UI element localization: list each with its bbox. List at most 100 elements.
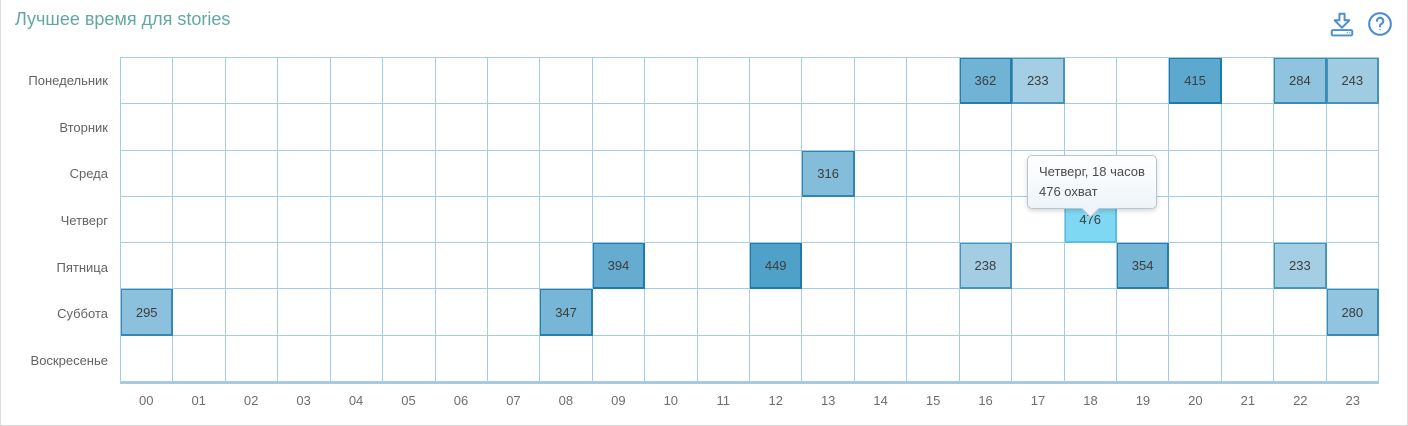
heatmap-cell[interactable] xyxy=(750,58,803,105)
heatmap-cell[interactable] xyxy=(1064,243,1117,290)
heatmap-cell[interactable] xyxy=(225,196,279,244)
heatmap-cell[interactable] xyxy=(435,58,488,105)
heatmap-cell[interactable] xyxy=(1326,196,1379,244)
heatmap-cell[interactable] xyxy=(225,289,279,336)
heatmap-cell[interactable] xyxy=(1064,104,1117,151)
heatmap-cell[interactable] xyxy=(959,196,1013,244)
heatmap-cell[interactable] xyxy=(487,289,541,336)
heatmap-cell[interactable] xyxy=(854,289,908,336)
download-icon[interactable] xyxy=(1327,9,1357,39)
heatmap-cell[interactable] xyxy=(1116,196,1170,244)
heatmap-cell[interactable] xyxy=(750,335,803,382)
heatmap-cell[interactable] xyxy=(173,335,226,382)
heatmap-cell[interactable] xyxy=(854,104,908,151)
heatmap-cell[interactable] xyxy=(592,150,646,197)
heatmap-cell[interactable]: 243 xyxy=(1326,58,1379,105)
heatmap-cell[interactable] xyxy=(1326,104,1379,151)
heatmap-cell[interactable] xyxy=(330,58,384,105)
heatmap-cell[interactable] xyxy=(1221,150,1275,197)
heatmap-cell[interactable] xyxy=(225,335,279,382)
heatmap-cell[interactable] xyxy=(959,104,1013,151)
heatmap-cell[interactable] xyxy=(802,289,855,336)
heatmap-cell[interactable] xyxy=(907,58,960,105)
heatmap-cell[interactable]: 233 xyxy=(1012,58,1065,105)
heatmap-cell[interactable] xyxy=(1326,335,1379,382)
heatmap-cell[interactable] xyxy=(645,150,698,197)
heatmap-cell[interactable] xyxy=(383,335,436,382)
heatmap-cell[interactable] xyxy=(697,150,750,197)
help-icon[interactable] xyxy=(1365,9,1395,39)
heatmap-cell[interactable] xyxy=(907,104,960,151)
heatmap-cell[interactable] xyxy=(278,335,331,382)
heatmap-cell[interactable] xyxy=(487,150,541,197)
heatmap-cell[interactable] xyxy=(802,104,855,151)
heatmap-cell[interactable] xyxy=(1274,289,1327,336)
heatmap-cell[interactable] xyxy=(540,58,593,105)
heatmap-cell[interactable] xyxy=(435,289,488,336)
heatmap-cell[interactable] xyxy=(750,196,803,244)
heatmap-cell[interactable] xyxy=(121,243,174,290)
heatmap-cell[interactable]: 280 xyxy=(1326,289,1379,336)
heatmap-cell[interactable] xyxy=(802,58,855,105)
heatmap-cell[interactable] xyxy=(645,104,698,151)
heatmap-cell[interactable] xyxy=(330,196,384,244)
heatmap-cell[interactable] xyxy=(854,196,908,244)
heatmap-cell[interactable] xyxy=(173,243,226,290)
heatmap-cell[interactable] xyxy=(1221,104,1275,151)
heatmap-cell[interactable] xyxy=(854,150,908,197)
heatmap-cell[interactable] xyxy=(1274,150,1327,197)
heatmap-cell[interactable] xyxy=(278,289,331,336)
heatmap-cell[interactable] xyxy=(1169,150,1222,197)
heatmap-cell[interactable] xyxy=(592,196,646,244)
heatmap-cell[interactable] xyxy=(1116,58,1170,105)
heatmap-cell[interactable] xyxy=(750,150,803,197)
heatmap-cell[interactable] xyxy=(121,335,174,382)
heatmap-cell[interactable] xyxy=(225,243,279,290)
heatmap-cell[interactable] xyxy=(907,196,960,244)
heatmap-cell[interactable] xyxy=(802,335,855,382)
heatmap-cell[interactable] xyxy=(959,335,1013,382)
heatmap-cell[interactable] xyxy=(697,196,750,244)
heatmap-cell[interactable] xyxy=(1012,243,1065,290)
heatmap-cell[interactable] xyxy=(592,104,646,151)
heatmap-cell[interactable] xyxy=(540,150,593,197)
heatmap-cell[interactable] xyxy=(435,243,488,290)
heatmap-cell[interactable] xyxy=(1169,104,1222,151)
heatmap-cell[interactable]: 233 xyxy=(1274,243,1327,290)
heatmap-cell[interactable]: 415 xyxy=(1169,58,1222,105)
heatmap-cell[interactable] xyxy=(907,335,960,382)
heatmap-cell[interactable] xyxy=(1274,104,1327,151)
heatmap-cell[interactable] xyxy=(1169,243,1222,290)
heatmap-cell[interactable] xyxy=(330,243,384,290)
heatmap-cell[interactable] xyxy=(697,104,750,151)
heatmap-cell[interactable] xyxy=(1274,335,1327,382)
heatmap-cell[interactable] xyxy=(435,150,488,197)
heatmap-cell[interactable] xyxy=(1169,196,1222,244)
heatmap-cell[interactable] xyxy=(1012,289,1065,336)
heatmap-cell[interactable] xyxy=(907,289,960,336)
heatmap-cell[interactable] xyxy=(1064,58,1117,105)
heatmap-cell[interactable] xyxy=(540,196,593,244)
heatmap-cell[interactable] xyxy=(540,243,593,290)
heatmap-cell[interactable] xyxy=(121,150,174,197)
heatmap-cell[interactable] xyxy=(697,243,750,290)
heatmap-cell[interactable] xyxy=(278,58,331,105)
heatmap-cell[interactable] xyxy=(592,335,646,382)
heatmap-cell[interactable] xyxy=(1326,243,1379,290)
heatmap-cell[interactable] xyxy=(435,335,488,382)
heatmap-cell[interactable] xyxy=(1116,289,1170,336)
heatmap-cell[interactable] xyxy=(121,58,174,105)
heatmap-cell[interactable] xyxy=(645,196,698,244)
heatmap-cell[interactable] xyxy=(645,58,698,105)
heatmap-cell[interactable] xyxy=(330,104,384,151)
heatmap-cell[interactable] xyxy=(750,104,803,151)
heatmap-cell[interactable] xyxy=(540,104,593,151)
heatmap-cell[interactable] xyxy=(959,289,1013,336)
heatmap-cell[interactable] xyxy=(959,150,1013,197)
heatmap-cell[interactable] xyxy=(487,335,541,382)
heatmap-cell[interactable]: 394 xyxy=(592,243,646,290)
heatmap-cell[interactable] xyxy=(435,196,488,244)
heatmap-cell[interactable] xyxy=(1169,289,1222,336)
heatmap-cell[interactable] xyxy=(173,150,226,197)
heatmap-cell[interactable] xyxy=(121,104,174,151)
